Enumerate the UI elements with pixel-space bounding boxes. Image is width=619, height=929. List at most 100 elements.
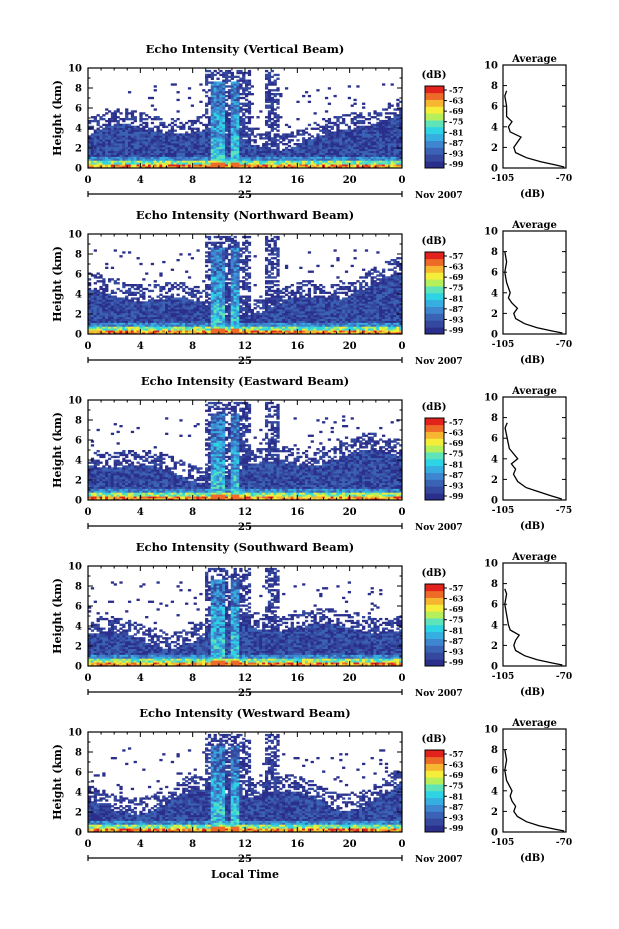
heatmap-cell [176,125,180,129]
heatmap-cell [187,287,192,291]
heatmap-cell [130,160,135,163]
heatmap-cell [219,160,223,163]
heatmap-cell [259,148,263,152]
heatmap-cell [202,154,206,157]
heatmap-cell [230,119,234,123]
heatmap-cell [267,100,272,104]
heatmap-cell [205,110,209,113]
heatmap-cell [225,94,229,98]
heatmap-cell [145,129,149,132]
heatmap-cell [199,291,203,295]
heatmap-cell [282,152,286,155]
heatmap-cell [247,251,252,254]
heatmap-cell [359,112,363,115]
heatmap-cell [322,141,326,144]
heatmap-cell [213,112,217,115]
heatmap-cell [216,118,220,121]
heatmap-cell [222,137,226,140]
heatmap-cell [236,139,240,142]
heatmap-cell [105,123,109,127]
heatmap-cell [330,127,334,130]
heatmap-cell [233,235,237,239]
heatmap-cell [93,131,97,134]
heatmap-cell [227,235,232,239]
heatmap-cell [290,150,294,154]
heatmap-cell [342,148,346,152]
heatmap-cell [256,133,260,136]
heatmap-cell [239,137,243,140]
heatmap-cell [247,81,252,84]
heatmap-cell [222,125,226,129]
heatmap-cell [379,166,383,169]
heatmap-cell [324,156,329,159]
heatmap-cell [279,137,283,140]
heatmap-cell [199,144,203,148]
heatmap-cell [290,146,294,150]
heatmap-cell [142,146,146,150]
heatmap-cell [187,87,192,90]
heatmap-cell [324,139,329,142]
heatmap-cell [205,141,209,144]
heatmap-cell [227,118,232,121]
heatmap-cell [216,83,220,86]
heatmap-cell [253,139,257,142]
heatmap-cell [324,127,329,130]
heatmap-cell [116,119,120,123]
heatmap-cell [267,243,272,246]
heatmap-cell [216,135,220,138]
heatmap-cell [133,291,137,295]
heatmap-cell [130,162,135,165]
heatmap-cell [230,125,234,129]
heatmap-cell [210,156,214,159]
heatmap-cell [179,139,183,142]
heatmap-cell [205,131,209,134]
heatmap-cell [219,143,223,146]
heatmap-cell [333,135,337,138]
heatmap-cell [176,160,180,163]
heatmap-cell [150,152,155,155]
heatmap-cell [242,112,246,115]
heatmap-cell [125,137,129,140]
heatmap-cell [313,137,317,140]
heatmap-cell [207,156,212,159]
heatmap-cell [107,119,112,123]
heatmap-cell [147,129,152,132]
heatmap-cell [210,91,214,94]
heatmap-cell [347,129,352,132]
heatmap-cell [253,152,257,155]
heatmap-cell [267,239,272,243]
heatmap-cell [202,129,206,132]
heatmap-cell [190,135,195,138]
heatmap-cell [230,164,234,167]
heatmap-cell [185,146,189,150]
heatmap-cell [264,154,269,157]
heatmap-cell [176,139,180,142]
heatmap-cell [367,154,371,157]
heatmap-cell [139,164,143,167]
heatmap-cell [127,127,132,130]
heatmap-cell [145,150,149,154]
heatmap-cell [382,108,386,111]
heatmap-cell [116,121,120,125]
heatmap-cell [159,160,163,163]
heatmap-cell [170,137,175,140]
heatmap-cell [185,121,189,125]
heatmap-cell [213,127,217,130]
heatmap-cell [304,127,309,130]
heatmap-cell [193,133,197,136]
heatmap-cell [267,116,272,119]
heatmap-cell [367,141,371,144]
colorbar-swatch [425,161,444,169]
heatmap-cell [182,282,186,285]
heatmap-cell [284,123,289,127]
heatmap-cell [379,148,383,152]
heatmap-cell [253,156,257,159]
heatmap-cell [373,146,377,150]
heatmap-cell [333,133,337,136]
heatmap-cell [247,152,252,155]
heatmap-cell [190,143,195,146]
heatmap-cell [122,119,126,123]
heatmap-cell [236,81,240,84]
heatmap-cell [213,162,217,165]
heatmap-cell [333,144,337,148]
